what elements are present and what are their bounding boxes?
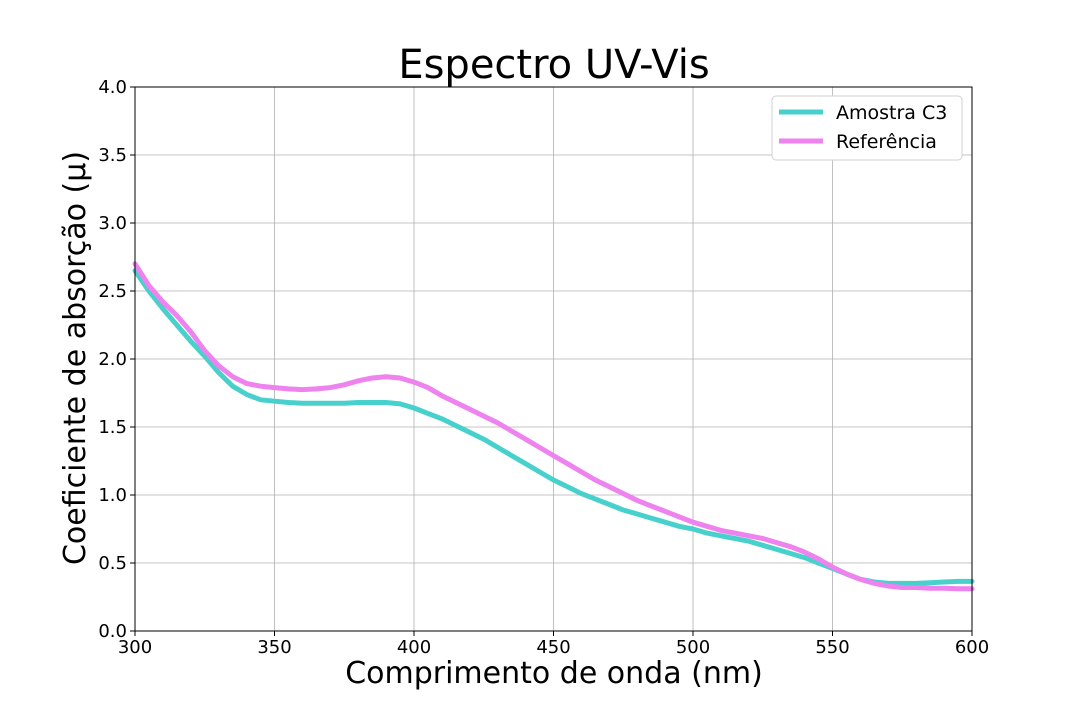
legend-label-amostra: Amostra C3: [836, 102, 947, 124]
x-tick-label: 300: [118, 637, 152, 658]
y-tick-label: 3.0: [98, 213, 127, 234]
series-lines: [132, 261, 975, 592]
y-tick-label: 1.5: [98, 417, 127, 438]
axis-ticks: 300 350 400 450 500 550 600 0.0 0.5 1.0 1.5 2.0 2.5 3…: [98, 77, 989, 658]
series-line-1: [132, 261, 975, 592]
x-axis-label: Comprimento de onda (nm): [345, 656, 763, 691]
y-tick-label: 2.0: [98, 349, 127, 370]
y-axis-label: Coeficiente de absorção (μ): [58, 151, 93, 565]
y-tick-label: 0.0: [98, 621, 127, 642]
x-tick-label: 600: [955, 637, 989, 658]
legend-label-referencia: Referência: [836, 131, 937, 153]
y-tick-label: 4.0: [98, 77, 127, 98]
chart-title: Espectro UV-Vis: [398, 42, 709, 88]
y-tick-label: 0.5: [98, 553, 127, 574]
y-tick-label: 3.5: [98, 145, 127, 166]
y-tick-label: 1.0: [98, 485, 127, 506]
y-tick-label: 2.5: [98, 281, 127, 302]
x-tick-label: 550: [815, 637, 849, 658]
x-tick-label: 400: [397, 637, 431, 658]
legend: Amostra C3 Referência: [771, 95, 963, 161]
x-tick-label: 450: [536, 637, 570, 658]
x-tick-label: 350: [257, 637, 291, 658]
x-tick-label: 500: [676, 637, 710, 658]
grid: [134, 86, 973, 632]
